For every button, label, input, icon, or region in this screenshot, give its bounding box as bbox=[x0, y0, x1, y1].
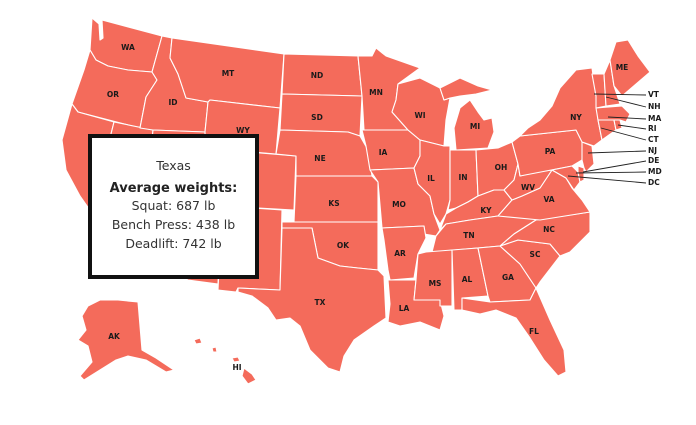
label-nj: NJ bbox=[648, 146, 657, 155]
state-ma[interactable] bbox=[595, 105, 631, 123]
state-wi[interactable] bbox=[391, 77, 451, 147]
state-hi[interactable] bbox=[193, 337, 257, 385]
tooltip-heading: Average weights: bbox=[109, 181, 238, 196]
state-ks[interactable] bbox=[293, 175, 379, 223]
label-vt: VT bbox=[648, 90, 660, 99]
state-ak[interactable] bbox=[77, 299, 175, 381]
label-hi: HI bbox=[232, 363, 241, 372]
label-dc: DC bbox=[648, 178, 660, 187]
tooltip-deadlift: Deadlift: 742 lb bbox=[125, 236, 222, 251]
northeast-callouts bbox=[567, 93, 647, 184]
label-ri: RI bbox=[648, 124, 657, 133]
state-ar[interactable] bbox=[381, 225, 427, 281]
northeast-callout-labels: VT NH MA RI CT NJ DE MD DC bbox=[648, 90, 662, 187]
label-ma: MA bbox=[648, 114, 661, 123]
label-nh: NH bbox=[648, 102, 661, 111]
tooltip-squat: Squat: 687 lb bbox=[131, 198, 216, 213]
state-vt[interactable] bbox=[591, 73, 607, 109]
state-mi[interactable] bbox=[439, 77, 495, 151]
state-de[interactable] bbox=[577, 165, 585, 183]
label-md: MD bbox=[648, 167, 662, 176]
state-il[interactable] bbox=[413, 139, 451, 225]
state-ia[interactable] bbox=[361, 129, 421, 171]
state-me[interactable] bbox=[609, 39, 651, 97]
state-mt[interactable] bbox=[169, 37, 285, 109]
label-de: DE bbox=[648, 156, 659, 165]
state-sd[interactable] bbox=[279, 93, 363, 137]
state-tx[interactable] bbox=[237, 227, 387, 373]
tooltip-state-name: Texas bbox=[156, 158, 191, 173]
state-ms[interactable] bbox=[413, 249, 453, 307]
state-tooltip: Texas Average weights: Squat: 687 lb Ben… bbox=[88, 134, 259, 279]
state-fl[interactable] bbox=[461, 287, 567, 377]
state-nd[interactable] bbox=[281, 53, 363, 97]
state-nj[interactable] bbox=[581, 141, 595, 173]
label-ct: CT bbox=[648, 135, 660, 144]
tooltip-bench-press: Bench Press: 438 lb bbox=[111, 217, 236, 232]
